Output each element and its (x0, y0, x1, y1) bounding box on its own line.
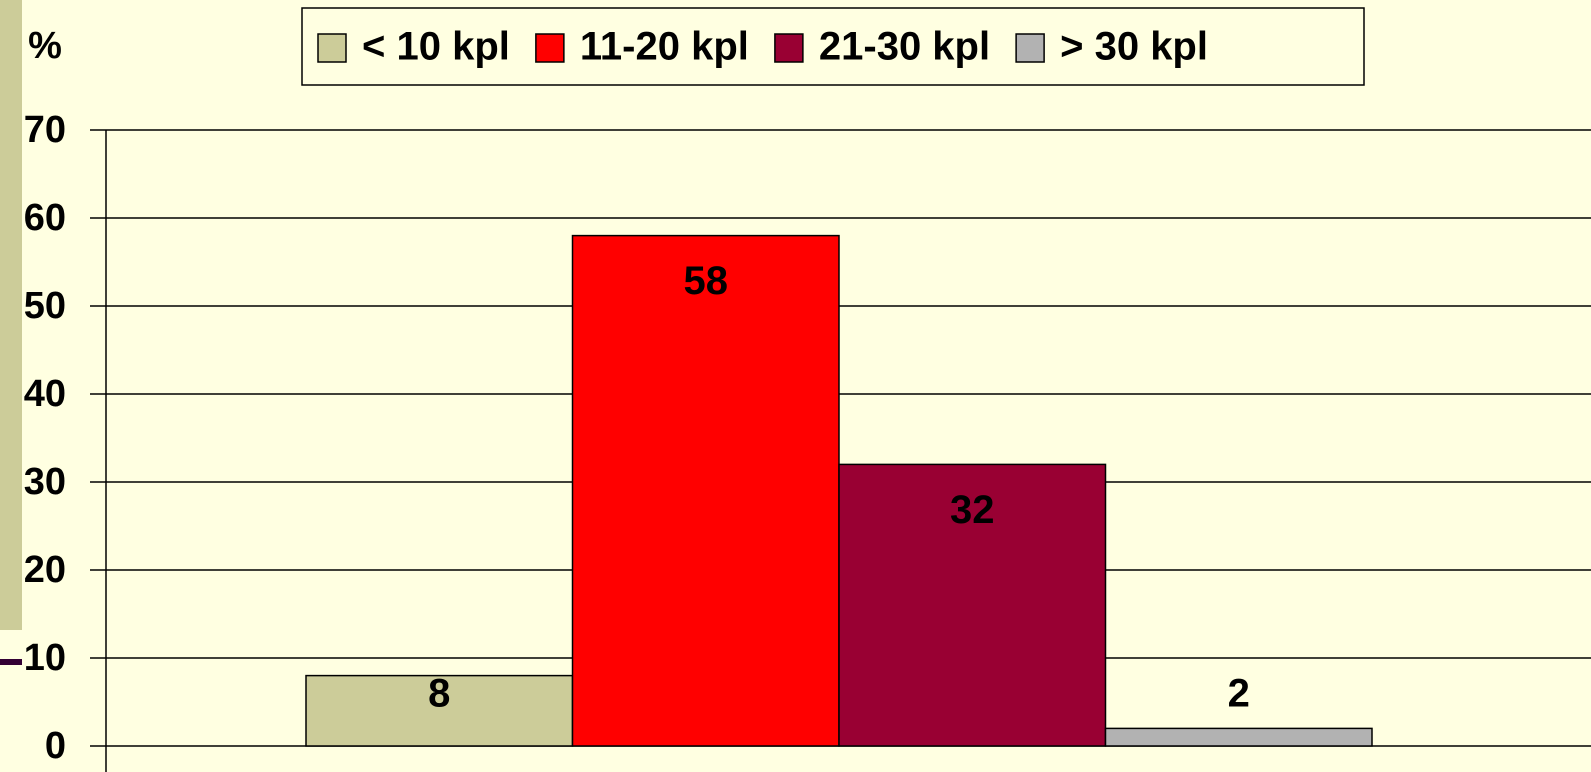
bar (305, 674, 574, 747)
y-tick-label: 40 (24, 373, 66, 415)
legend-swatch (1015, 33, 1045, 63)
y-tick-label: 60 (24, 197, 66, 239)
y-tick-label: 20 (24, 549, 66, 591)
legend-box (301, 7, 1365, 86)
data-label: 58 (684, 259, 729, 303)
legend-label: 21-30 kpl (819, 25, 990, 69)
y-axis-label: % (28, 25, 62, 67)
data-label: 32 (950, 488, 995, 532)
legend-label: 11-20 kpl (580, 25, 749, 69)
bar (838, 463, 1107, 747)
legend-swatch (774, 33, 804, 63)
legend-label: > 30 kpl (1060, 25, 1208, 69)
data-label: 8 (428, 672, 450, 716)
y-tick-label: 50 (24, 285, 66, 327)
y-tick-label: 70 (24, 109, 66, 151)
y-tick-label: 0 (45, 725, 66, 767)
legend-swatch (535, 33, 565, 63)
legend-label: < 10 kpl (362, 25, 510, 69)
y-tick-label: 30 (24, 461, 66, 503)
data-label: 2 (1228, 672, 1250, 716)
side-strip (0, 0, 22, 630)
bar (1104, 727, 1373, 747)
side-accent (0, 659, 22, 665)
y-tick-label: 10 (24, 637, 66, 679)
legend-swatch (317, 33, 347, 63)
bar (571, 234, 840, 747)
